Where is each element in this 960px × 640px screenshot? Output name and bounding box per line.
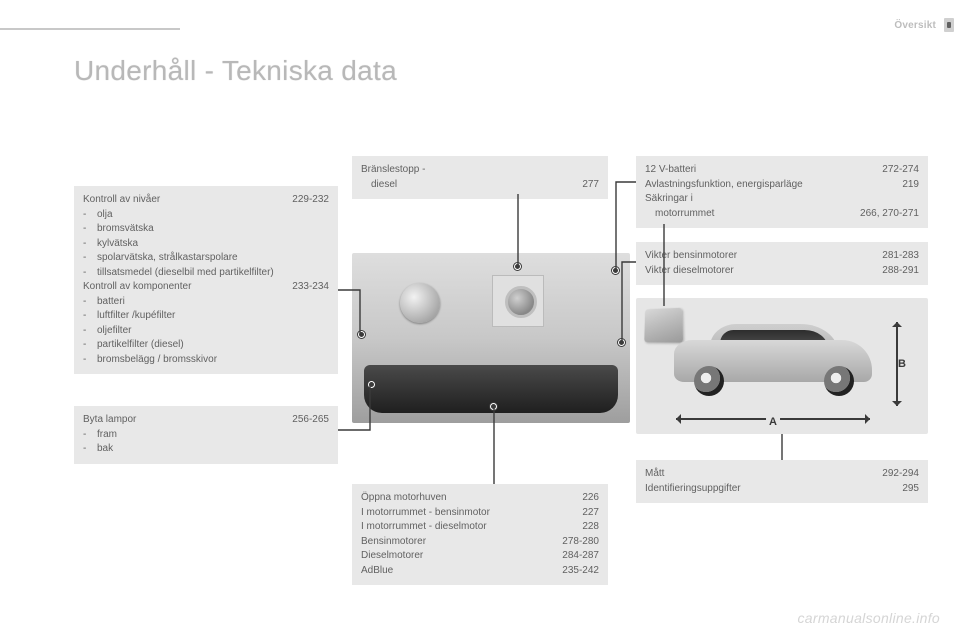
pages: 235-242	[562, 564, 599, 579]
pages: 219	[902, 178, 919, 193]
list-item: bromsbelägg / bromsskivor	[83, 353, 329, 368]
engine-bay-image	[352, 253, 630, 423]
row: motorrummet 266, 270-271	[645, 207, 919, 222]
label: Dieselmotorer	[361, 549, 423, 564]
row: Byta lampor 256-265	[83, 413, 329, 428]
pages: 281-283	[882, 249, 919, 264]
pages: 229-232	[292, 193, 329, 208]
pages: 295	[902, 482, 919, 497]
row: 12 V-batteri 272-274	[645, 163, 919, 178]
row: Dieselmotorer 284-287	[361, 549, 599, 564]
list: olja bromsvätska kylvätska spolarvätska,…	[83, 208, 329, 281]
callout-dot-icon	[368, 381, 375, 388]
list: fram bak	[83, 428, 329, 457]
label: Vikter bensinmotorer	[645, 249, 737, 264]
callout-dot-icon	[514, 263, 521, 270]
list-item: batteri	[83, 295, 329, 310]
box-bulbs: Byta lampor 256-265 fram bak	[74, 406, 338, 464]
label: AdBlue	[361, 564, 393, 579]
box-levels: Kontroll av nivåer 229-232 olja bromsvät…	[74, 186, 338, 374]
pages: 277	[582, 178, 599, 193]
callout-dot-icon	[358, 331, 365, 338]
label: Bensinmotorer	[361, 535, 426, 550]
row: diesel 277	[361, 178, 599, 193]
list-item: bromsvätska	[83, 222, 329, 237]
pages: 227	[582, 506, 599, 521]
car-dimensions-image: A B	[636, 298, 928, 434]
page-tab-icon	[944, 18, 954, 32]
car-silhouette-icon	[674, 322, 872, 392]
row: Öppna motorhuven 226	[361, 491, 599, 506]
dimension-b: B	[890, 320, 904, 408]
header-divider	[0, 28, 180, 30]
section-label: Översikt	[894, 20, 936, 31]
row: Identifieringsuppgifter 295	[645, 482, 919, 497]
label: Avlastningsfunktion, energisparläge	[645, 178, 803, 193]
callout-dot-icon	[618, 339, 625, 346]
list: batteri luftfilter /kupéfilter oljefilte…	[83, 295, 329, 368]
list-item: luftfilter /kupéfilter	[83, 309, 329, 324]
filler-cap-icon	[492, 275, 544, 327]
box-battery: 12 V-batteri 272-274 Avlastningsfunktion,…	[636, 156, 928, 228]
pages: 292-294	[882, 467, 919, 482]
line: diesel	[361, 178, 397, 193]
box-weights: Vikter bensinmotorer 281-283 Vikter diese…	[636, 242, 928, 285]
pages: 278-280	[562, 535, 599, 550]
pages: 256-265	[292, 413, 329, 428]
pages: 228	[582, 520, 599, 535]
page: Översikt Underhåll - Tekniska data Kontr…	[0, 0, 960, 640]
dimension-a: A	[674, 412, 872, 426]
box-fuel: Bränslestopp - diesel 277	[352, 156, 608, 199]
pages: 233-234	[292, 280, 329, 295]
list-item: bak	[83, 442, 329, 457]
row: Mått 292-294	[645, 467, 919, 482]
label: 12 V-batteri	[645, 163, 696, 178]
callout-dot-icon	[612, 267, 619, 274]
row: Vikter bensinmotorer 281-283	[645, 249, 919, 264]
row: Kontroll av nivåer 229-232	[83, 193, 329, 208]
reservoir-cap-icon	[400, 283, 440, 323]
row: Avlastningsfunktion, energisparläge 219	[645, 178, 919, 193]
callout-dot-icon	[490, 403, 497, 410]
list-item: olja	[83, 208, 329, 223]
list-item: kylvätska	[83, 237, 329, 252]
pages: 266, 270-271	[860, 207, 919, 222]
pages: 284-287	[562, 549, 599, 564]
label: motorrummet	[645, 207, 714, 222]
pages: 288-291	[882, 264, 919, 279]
label: I motorrummet - bensinmotor	[361, 506, 490, 521]
line: Bränslestopp -	[361, 163, 599, 178]
list-item: fram	[83, 428, 329, 443]
box-engine: Öppna motorhuven 226 I motorrummet - bens…	[352, 484, 608, 585]
list-item: oljefilter	[83, 324, 329, 339]
dimension-b-label: B	[898, 357, 906, 371]
label: Öppna motorhuven	[361, 491, 447, 506]
list-item: tillsatsmedel (dieselbil med partikelfil…	[83, 266, 329, 281]
page-title: Underhåll - Tekniska data	[74, 55, 397, 87]
list-item: partikelfilter (diesel)	[83, 338, 329, 353]
line: Säkringar i	[645, 192, 919, 207]
row: AdBlue 235-242	[361, 564, 599, 579]
box-dims: Mått 292-294 Identifieringsuppgifter 295	[636, 460, 928, 503]
label: Vikter dieselmotorer	[645, 264, 734, 279]
label: I motorrummet - dieselmotor	[361, 520, 487, 535]
row: Vikter dieselmotorer 288-291	[645, 264, 919, 279]
heading: Kontroll av nivåer	[83, 193, 160, 208]
label: Identifieringsuppgifter	[645, 482, 741, 497]
row: Bensinmotorer 278-280	[361, 535, 599, 550]
heading: Byta lampor	[83, 413, 136, 428]
heading: Kontroll av komponenter	[83, 280, 191, 295]
watermark: carmanualsonline.info	[798, 610, 941, 626]
row: Kontroll av komponenter 233-234	[83, 280, 329, 295]
row: I motorrummet - bensinmotor 227	[361, 506, 599, 521]
pages: 226	[582, 491, 599, 506]
dimension-a-label: A	[766, 416, 780, 428]
pages: 272-274	[882, 163, 919, 178]
list-item: spolarvätska, strålkastarspolare	[83, 251, 329, 266]
label: Mått	[645, 467, 664, 482]
row: I motorrummet - dieselmotor 228	[361, 520, 599, 535]
